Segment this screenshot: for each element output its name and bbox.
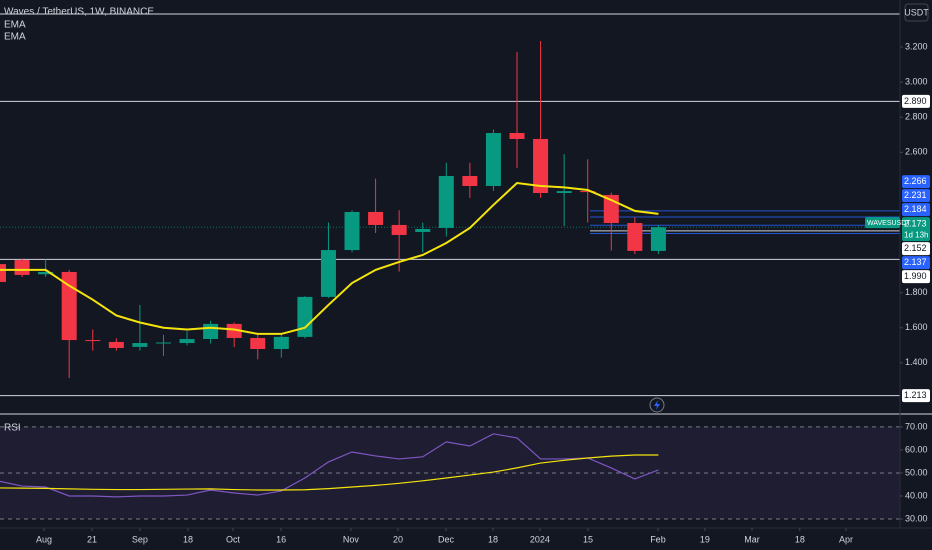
candle-body [85, 340, 101, 342]
price-label-box [902, 189, 930, 203]
candle-body [627, 223, 643, 251]
candle-body [297, 296, 313, 337]
price-label: 1.213 [904, 390, 927, 400]
price-label-box [902, 175, 930, 189]
x-tick-label: 18 [488, 534, 498, 544]
rsi-line [0, 433, 659, 498]
y-tick-label: 50.00 [905, 467, 928, 477]
currency-label[interactable]: USDT [904, 7, 929, 17]
candle-body [132, 343, 148, 347]
y-tick-label: 2.600 [905, 147, 928, 157]
y-tick-label: 3.000 [905, 76, 928, 86]
y-tick-label: 3.200 [905, 41, 928, 51]
candle-body [415, 228, 431, 232]
x-tick-label: Aug [36, 534, 52, 544]
candle-body [556, 191, 572, 194]
price-label-box [902, 256, 930, 270]
symbol-tag: WAVESUSDT [867, 220, 911, 227]
x-tick-label: Mar [744, 534, 760, 544]
y-tick-label: 70.00 [905, 421, 928, 431]
x-tick-label: 19 [700, 534, 710, 544]
x-tick-label: 2024 [530, 534, 550, 544]
price-label-box [902, 94, 930, 108]
price-label-box [902, 203, 930, 217]
candle-body [509, 133, 525, 139]
indicator-label: EMA [4, 20, 26, 31]
main-pane [0, 13, 900, 397]
marks [0, 13, 900, 520]
candle-body [14, 260, 30, 275]
x-tick-label: 21 [87, 534, 97, 544]
x-tick-label: 15 [583, 534, 593, 544]
candle-body [38, 271, 54, 275]
currency-button[interactable] [904, 3, 929, 22]
price-label-box [902, 242, 930, 256]
chart-title: Waves / TetherUS, 1W, BINANCE [4, 7, 154, 18]
countdown-label: 1d 13h [904, 230, 928, 239]
price-label-box [902, 270, 930, 284]
pane-title: RSI [4, 423, 21, 434]
candle-body [155, 342, 171, 344]
y-tick-label: 2.800 [905, 112, 928, 122]
price-label: 2.184 [904, 204, 927, 214]
candle-body [533, 138, 549, 194]
symbol-tag-box [865, 217, 900, 229]
price-label: 1.990 [904, 271, 927, 281]
alert-icon[interactable] [649, 397, 665, 413]
candle-body [179, 339, 195, 344]
candle-body [485, 133, 501, 186]
ema-line [0, 181, 659, 335]
candle-body [462, 175, 478, 186]
x-tick-label: Sep [132, 534, 148, 544]
x-tick-label: Apr [839, 534, 853, 544]
x-tick-label: 16 [276, 534, 286, 544]
x-tick-label: 18 [795, 534, 805, 544]
price-label: 2.231 [904, 190, 927, 200]
x-tick-label: Dec [438, 534, 455, 544]
price-label-box [902, 217, 930, 242]
candle-body [344, 211, 360, 251]
candle-body [250, 337, 266, 350]
candle-body [391, 224, 407, 235]
candle-body [580, 191, 596, 193]
rsi-pane [0, 426, 900, 520]
candle-body [320, 250, 336, 297]
candle-body [438, 175, 454, 228]
y-tick-label: 60.00 [905, 444, 928, 454]
price-label: 2.890 [904, 96, 927, 106]
candle-body [650, 227, 666, 251]
x-tick-label: 18 [183, 534, 193, 544]
price-label-box [902, 389, 930, 403]
indicator-label: EMA [4, 32, 26, 43]
labels: 3.200 3.000 2.800 2.600 1.800 1.600 1.400 Aug 21… [36, 41, 930, 544]
price-label: 2.152 [904, 243, 927, 253]
y-tick-label: 1.600 [905, 322, 928, 332]
candle-body [368, 211, 384, 225]
alert-bolt[interactable] [654, 400, 660, 410]
candle-body [108, 341, 124, 348]
price-label: 2.137 [904, 257, 927, 267]
x-tick-label: 20 [393, 534, 403, 544]
y-tick-label: 30.00 [905, 513, 928, 523]
candle-body [0, 264, 6, 282]
x-tick-label: Nov [343, 534, 360, 544]
price-label: 2.266 [904, 176, 927, 186]
y-tick-label: 40.00 [905, 490, 928, 500]
candle-body [203, 323, 219, 340]
price-label: 2.173 [904, 219, 927, 229]
x-tick-label: Oct [226, 534, 241, 544]
candle-body [226, 323, 242, 338]
y-tick-label: 1.400 [905, 357, 928, 367]
y-tick-label: 1.800 [905, 287, 928, 297]
candle-body [273, 336, 289, 350]
rsi-line [0, 454, 659, 491]
x-tick-label: Feb [650, 534, 666, 544]
